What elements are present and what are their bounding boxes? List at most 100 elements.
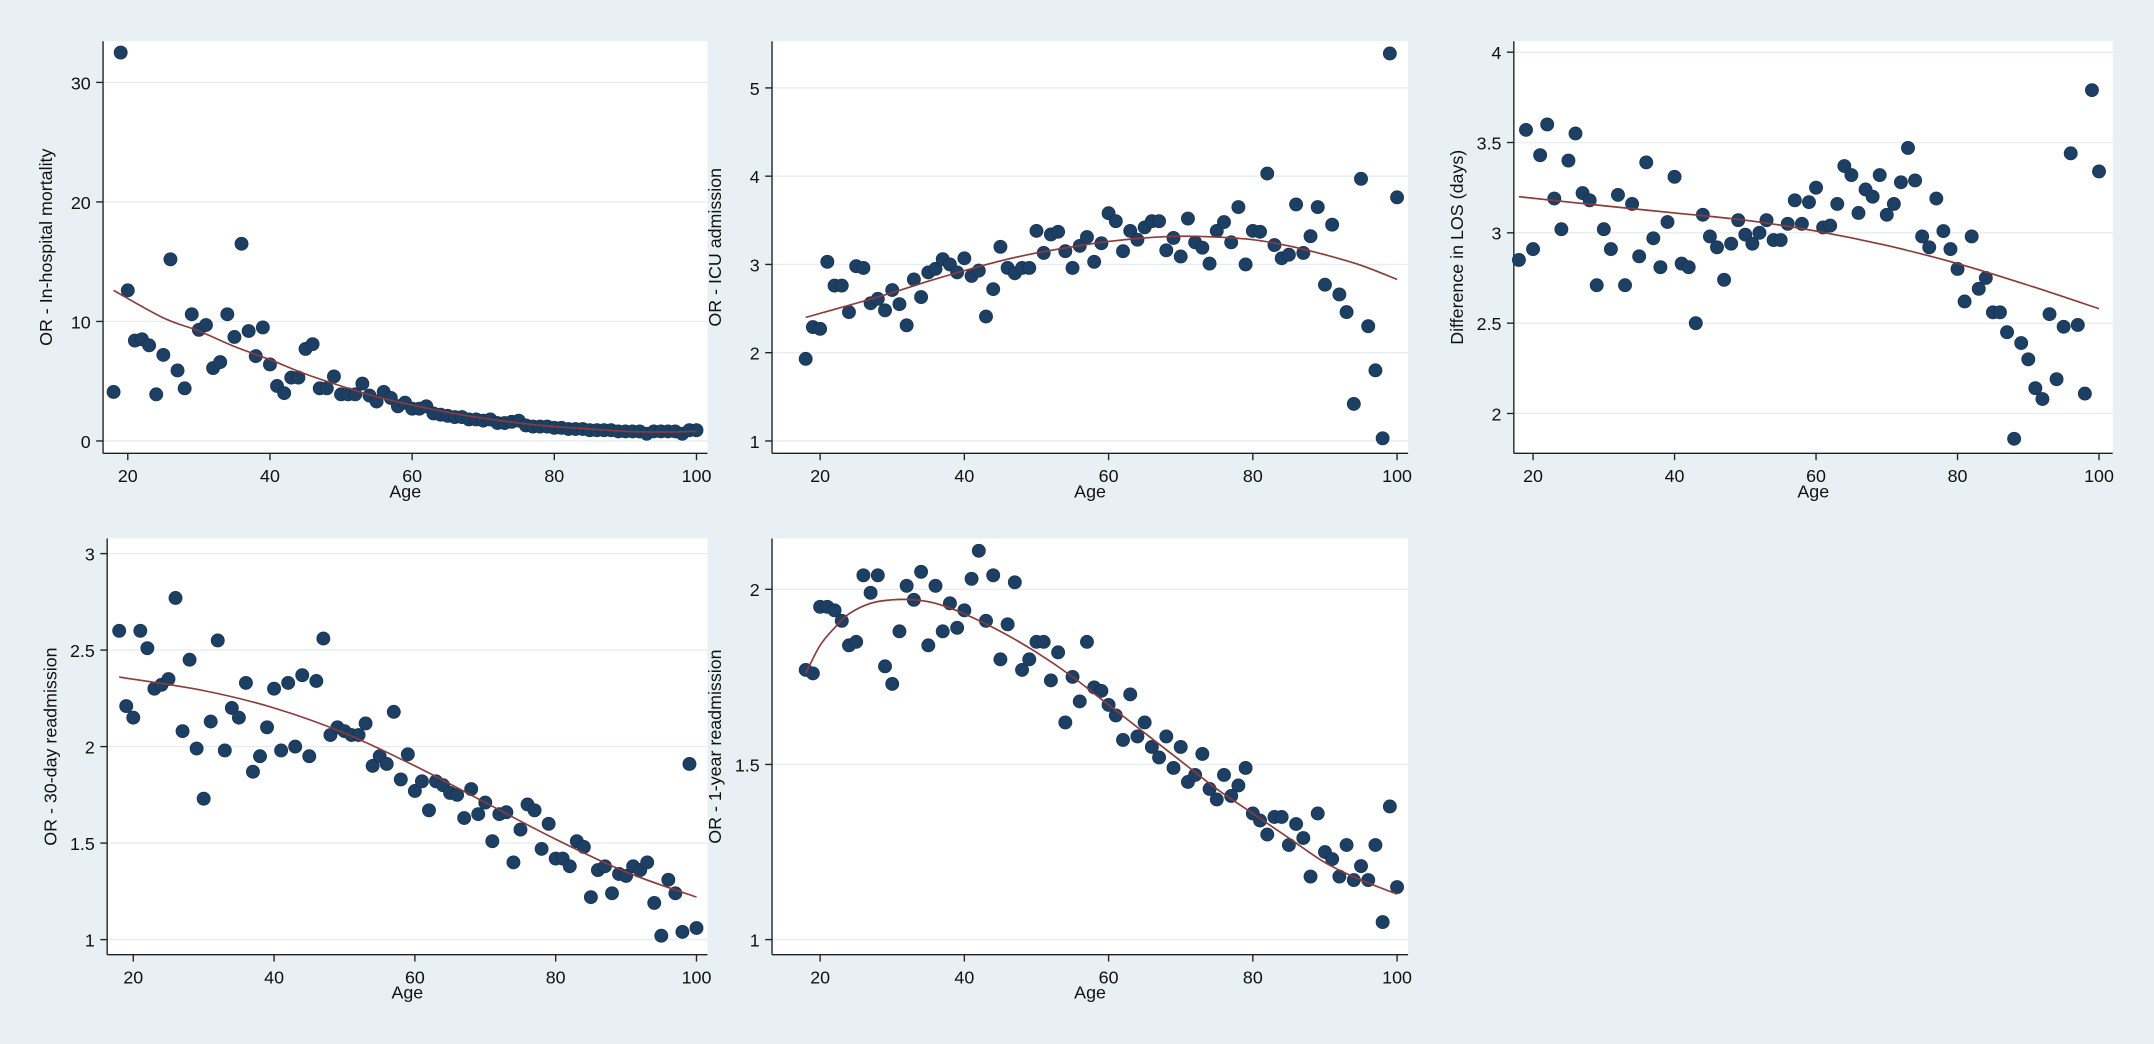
data-point [1180, 211, 1195, 226]
data-point [1289, 817, 1304, 831]
data-point [1702, 229, 1717, 244]
data-point [1289, 197, 1304, 212]
data-point [253, 749, 267, 764]
x-tick-label: 60 [1099, 466, 1119, 486]
data-point [213, 355, 228, 370]
x-tick-label: 60 [405, 968, 425, 988]
data-point [899, 578, 914, 593]
data-point [1195, 240, 1210, 255]
data-point [1865, 189, 1880, 204]
data-point [2007, 431, 2022, 446]
data-point [1547, 191, 1562, 206]
data-point [1332, 287, 1347, 302]
data-point [1007, 575, 1022, 590]
data-point [1029, 223, 1044, 238]
data-point [1036, 634, 1051, 649]
data-point [1375, 915, 1390, 930]
data-point [2092, 164, 2106, 179]
y-tick-label: 3 [1492, 224, 1502, 244]
data-point [1231, 778, 1246, 793]
data-point [1667, 169, 1682, 184]
data-point [189, 741, 204, 756]
data-point [358, 716, 373, 731]
data-point [457, 811, 472, 825]
data-point [464, 782, 479, 796]
x-tick-label: 80 [546, 968, 566, 988]
data-point [1339, 305, 1354, 320]
data-point [562, 859, 577, 874]
data-point [1166, 231, 1181, 245]
panel-2: 1 2 3 4 5 20 40 60 80 100 Age OR - ICU admission [705, 41, 1412, 501]
data-point [1568, 126, 1583, 141]
x-axis-label: Age [1074, 983, 1106, 1003]
data-point [1653, 260, 1668, 275]
data-point [1108, 214, 1123, 229]
data-point [541, 816, 556, 831]
data-point [878, 659, 892, 674]
data-point [2000, 325, 2014, 340]
data-point [1802, 195, 1816, 210]
y-tick-label: 0 [81, 432, 91, 452]
data-point [1123, 687, 1138, 702]
data-point [203, 714, 218, 729]
data-point [1660, 215, 1675, 229]
x-axis-label: Age [1074, 481, 1106, 501]
data-point [309, 674, 324, 688]
data-point [1915, 229, 1930, 244]
x-tick-label: 20 [810, 968, 830, 988]
y-tick-label: 4 [750, 167, 760, 187]
data-point [177, 381, 192, 396]
data-point [513, 822, 528, 837]
data-point [1296, 831, 1311, 845]
plot-area [103, 41, 708, 454]
data-point [647, 895, 662, 910]
data-point [267, 681, 282, 696]
data-point [1116, 244, 1130, 259]
data-point [170, 363, 185, 378]
data-point [914, 290, 929, 305]
data-point [1603, 242, 1618, 257]
data-point [827, 603, 842, 618]
data-point [1901, 141, 1915, 155]
data-point [379, 757, 394, 771]
x-tick-label: 60 [1806, 466, 1826, 486]
x-axis-label: Age [389, 481, 421, 501]
data-point [928, 578, 943, 593]
data-point [1051, 645, 1066, 660]
data-point [1710, 240, 1724, 255]
data-point [1310, 200, 1325, 215]
data-point [260, 720, 274, 735]
data-point [140, 641, 155, 656]
x-tick-label: 80 [1243, 466, 1263, 486]
data-point [2042, 307, 2057, 322]
y-axis-label: OR - In-hospital mortality [36, 149, 56, 346]
data-point [1780, 216, 1795, 231]
data-point [1773, 233, 1788, 248]
data-point [1202, 256, 1217, 271]
data-point [1144, 740, 1159, 754]
data-point [281, 675, 296, 690]
data-point [993, 239, 1008, 254]
data-point [1554, 222, 1569, 237]
data-point [798, 351, 813, 366]
data-point [1238, 761, 1253, 775]
data-point [199, 318, 213, 332]
data-point [1823, 218, 1838, 233]
data-point [327, 369, 341, 384]
data-point [640, 855, 655, 870]
data-point [1922, 240, 1937, 255]
data-point [220, 307, 235, 322]
data-point [365, 758, 380, 773]
fit-line [119, 676, 697, 898]
y-tick-label: 4 [1492, 43, 1502, 63]
data-point [1065, 261, 1080, 275]
data-point [1253, 224, 1267, 239]
x-tick-label: 100 [682, 968, 712, 988]
data-point [892, 297, 907, 312]
data-point [957, 251, 972, 266]
x-tick-label: 20 [1523, 466, 1543, 486]
data-point [856, 261, 871, 275]
data-point [1908, 173, 1923, 188]
data-point [1361, 319, 1376, 334]
